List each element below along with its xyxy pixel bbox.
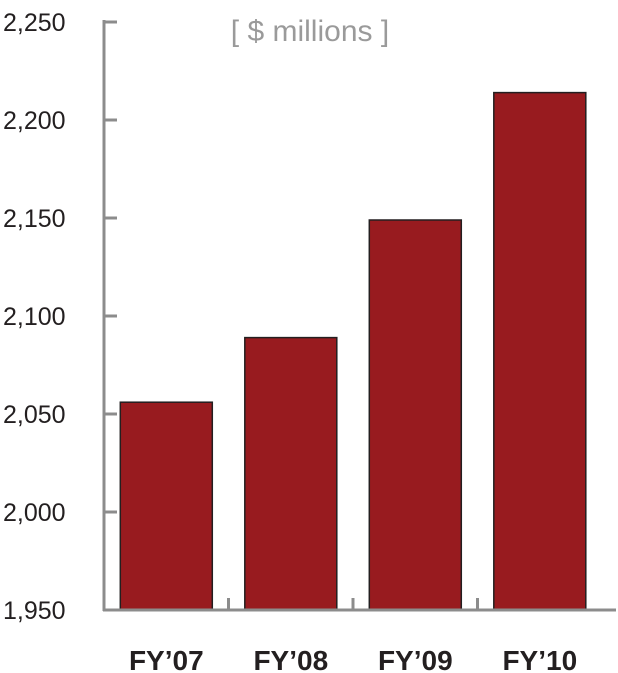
y-tick-label: 1,950 xyxy=(3,597,66,625)
y-tick-label: 2,100 xyxy=(3,303,66,331)
y-tick-label: 2,150 xyxy=(3,205,66,233)
x-tick-label: FY’10 xyxy=(502,645,577,673)
y-tick-label: 2,250 xyxy=(3,9,66,37)
x-axis-ticks: FY’07 FY’08 FY’09 FY’10 xyxy=(129,598,577,673)
y-axis-ticks: 1,950 2,000 2,050 2,100 2,150 2,200 2,250 xyxy=(3,9,117,625)
x-tick-label: FY’08 xyxy=(253,645,328,673)
bar xyxy=(119,401,214,611)
bar xyxy=(493,91,587,611)
y-tick-label: 2,050 xyxy=(3,401,66,429)
y-tick-label: 2,200 xyxy=(3,107,66,135)
y-tick-label: 2,000 xyxy=(3,499,66,527)
bars-layer xyxy=(119,91,587,611)
bar xyxy=(368,219,463,611)
bar xyxy=(244,336,338,611)
unit-label: [ $ millions ] xyxy=(231,15,389,48)
x-tick-label: FY’07 xyxy=(129,645,204,673)
x-tick-label: FY’09 xyxy=(378,645,453,673)
